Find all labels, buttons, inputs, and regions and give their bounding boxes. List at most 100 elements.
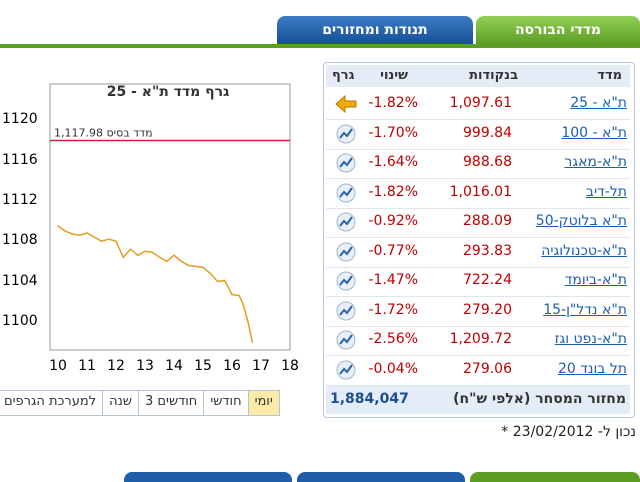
index-change: -2.56% <box>368 331 418 347</box>
data-point <box>223 279 226 282</box>
bottom-tab[interactable] <box>124 472 292 482</box>
data-point <box>100 240 103 242</box>
header-points: בנקודות <box>469 68 518 83</box>
range-option[interactable]: שנה <box>102 391 139 415</box>
index-table <box>323 62 635 418</box>
index-link[interactable]: ת"א-ביומד <box>564 272 627 288</box>
data-point <box>209 272 212 275</box>
index-link[interactable]: ת"א - 25 <box>570 95 627 111</box>
data-point <box>71 233 74 235</box>
x-tick-label: 14 <box>165 358 183 374</box>
y-tick-label: 1116 <box>2 151 38 168</box>
index-change: -1.72% <box>368 301 418 318</box>
index-link[interactable]: תל-דיב <box>585 183 627 200</box>
table-row: ת"א נדל"ן-15 279.20 -1.72% <box>326 297 630 327</box>
table-row: ת"א-ביומד 722.24 -1.47% <box>326 267 630 297</box>
updated-note: * נכון ל- 23/02/2012 <box>501 424 636 440</box>
index-points: 279.06 <box>463 360 512 377</box>
x-tick-label: 15 <box>194 358 212 374</box>
x-tick-label: 13 <box>136 358 154 374</box>
table-row: תל-דיב 1,016.01 -1.82% <box>326 179 630 209</box>
chart-panel: 1,117.98 מדד בסיס <box>0 80 294 380</box>
table-row: ת"א-נפט וגז 1,209.72 -2.56% <box>326 326 630 356</box>
data-point <box>78 234 81 236</box>
index-link[interactable]: ת"א בלוטק-50 <box>535 213 627 229</box>
header-change: שינוי <box>380 68 408 83</box>
data-point <box>144 250 146 253</box>
index-points: 1,097.61 <box>449 95 512 111</box>
x-tick-label: 11 <box>78 358 96 374</box>
header-graph: גרף <box>332 68 355 83</box>
base-label: 1,117.98 מדד בסיס <box>54 127 153 140</box>
chart-icon[interactable] <box>334 270 358 292</box>
index-link[interactable]: ת"א-מאגר <box>564 154 627 170</box>
index-points: 1,016.01 <box>449 183 512 200</box>
chart-icon[interactable] <box>334 152 358 174</box>
x-tick-label: 17 <box>252 358 270 374</box>
x-tick-label: 12 <box>107 358 125 374</box>
header-index: מדד <box>597 68 622 83</box>
tab-underline <box>0 44 640 48</box>
index-link[interactable]: ת"א-טכנולוגיה <box>541 242 627 259</box>
index-change: -1.82% <box>368 95 418 111</box>
turnover-row: מחזור המסחר (אלפי ש"ח) 1,884,047 <box>326 386 630 414</box>
range-option[interactable]: למערכת הגרפים <box>0 391 103 415</box>
chart-icon[interactable] <box>334 329 358 351</box>
index-link[interactable]: ת"א - 100 <box>561 124 627 141</box>
y-tick-label: 1112 <box>2 191 38 208</box>
index-points: 1,209.72 <box>449 331 512 347</box>
x-tick-label: 10 <box>49 358 67 374</box>
chart-icon[interactable] <box>334 211 358 233</box>
range-option[interactable]: 3 חודשים <box>138 391 204 415</box>
y-tick-label: 1108 <box>2 232 38 249</box>
turnover-label: מחזור המסחר (אלפי ש"ח) <box>453 391 626 407</box>
index-link[interactable]: ת"א נדל"ן-15 <box>543 301 627 318</box>
y-tick-label: 1120 <box>2 111 38 128</box>
data-point <box>158 256 161 259</box>
data-point <box>231 293 233 296</box>
index-points: 999.84 <box>463 124 512 141</box>
x-tick-label: 18 <box>281 358 299 374</box>
chart-icon[interactable] <box>334 182 358 204</box>
index-link[interactable]: ת"א-נפט וגז <box>554 331 627 347</box>
index-points: 988.68 <box>463 154 512 170</box>
data-point <box>165 260 168 263</box>
data-point <box>247 321 249 323</box>
table-row: ת"א - 25 1,097.61 -1.82% <box>326 90 630 120</box>
table-row: ת"א-טכנולוגיה 293.83 -0.77% <box>326 238 630 268</box>
data-point <box>151 251 154 254</box>
turnover-value: 1,884,047 <box>330 391 409 407</box>
index-change: -0.92% <box>368 213 418 229</box>
y-tick-label: 1100 <box>2 312 38 329</box>
range-option[interactable]: יומי <box>247 391 279 415</box>
tab-indices[interactable]: מדדי הבורסה <box>476 16 640 44</box>
data-point <box>242 304 245 307</box>
data-point <box>187 264 190 267</box>
range-option[interactable]: חודשי <box>203 391 248 415</box>
chart-icon[interactable] <box>334 359 358 381</box>
index-change: -1.82% <box>368 183 418 200</box>
chart-icon[interactable] <box>334 123 358 145</box>
bottom-tab[interactable] <box>297 472 465 482</box>
index-points: 722.24 <box>463 272 512 288</box>
index-points: 288.09 <box>463 213 512 229</box>
data-point <box>93 236 96 238</box>
chart-icon[interactable] <box>334 300 358 322</box>
plot-area <box>49 83 291 351</box>
table-row: ת"א בלוטק-50 288.09 -0.92% <box>326 208 630 238</box>
data-point <box>136 254 139 257</box>
table-header: מדד בנקודות שינוי גרף <box>326 65 630 87</box>
data-point <box>251 341 254 343</box>
arrow-left-icon[interactable] <box>334 93 358 115</box>
x-tick-label: 16 <box>223 358 241 374</box>
data-point <box>129 248 132 251</box>
data-point <box>216 280 219 283</box>
tab-movers[interactable]: תנודות ומחזורים <box>277 16 473 44</box>
bottom-tab[interactable] <box>470 472 640 482</box>
chart-icon[interactable] <box>334 241 358 263</box>
index-link[interactable]: תל בונד 20 <box>557 360 627 377</box>
index-points: 279.20 <box>463 301 512 318</box>
data-point <box>180 260 183 263</box>
data-point <box>107 238 110 240</box>
table-row: ת"א - 100 999.84 -1.70% <box>326 120 630 150</box>
